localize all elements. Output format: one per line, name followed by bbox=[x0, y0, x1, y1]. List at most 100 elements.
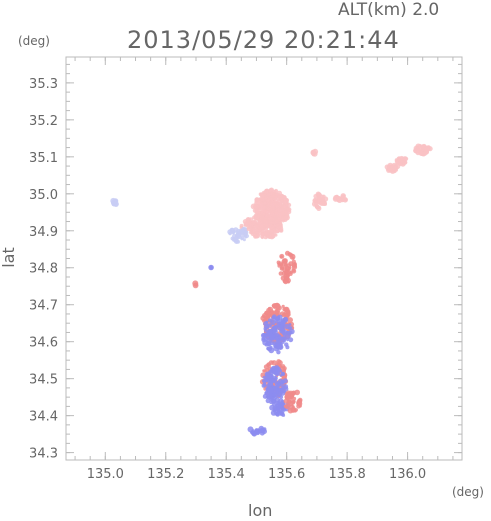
data-point bbox=[277, 203, 282, 208]
data-point bbox=[251, 219, 257, 226]
data-point bbox=[285, 345, 290, 350]
data-point bbox=[267, 323, 272, 328]
chart-title: 2013/05/29 20:21:44 bbox=[127, 26, 400, 54]
x-tick-label: 136.0 bbox=[389, 467, 426, 482]
data-point bbox=[313, 194, 319, 199]
data-point bbox=[287, 317, 293, 323]
data-point bbox=[267, 222, 273, 229]
data-point bbox=[261, 336, 265, 341]
data-point bbox=[260, 236, 264, 240]
data-point bbox=[286, 273, 290, 277]
data-point bbox=[289, 326, 293, 330]
data-point bbox=[274, 209, 278, 213]
data-point bbox=[274, 302, 281, 309]
data-point bbox=[277, 195, 283, 200]
data-point bbox=[264, 391, 268, 395]
data-point bbox=[283, 404, 287, 408]
data-point bbox=[266, 314, 271, 319]
y-tick-label: 34.8 bbox=[29, 262, 58, 277]
data-point bbox=[277, 405, 283, 411]
x-tick-label: 135.4 bbox=[208, 467, 245, 482]
data-point bbox=[296, 398, 303, 404]
data-point bbox=[271, 369, 276, 374]
data-point bbox=[280, 320, 286, 326]
data-point bbox=[311, 150, 316, 155]
data-point bbox=[262, 375, 266, 379]
data-point bbox=[260, 209, 266, 216]
data-point bbox=[281, 330, 286, 336]
y-tick-label: 34.4 bbox=[29, 410, 58, 425]
data-point bbox=[271, 334, 275, 339]
data-point bbox=[286, 338, 289, 342]
data-point bbox=[420, 151, 426, 156]
data-point bbox=[423, 147, 427, 152]
data-point bbox=[283, 211, 287, 214]
data-point bbox=[269, 404, 275, 411]
y-tick-label: 34.5 bbox=[29, 373, 58, 388]
data-point bbox=[274, 370, 281, 377]
data-point bbox=[267, 207, 273, 212]
data-point bbox=[286, 209, 292, 215]
data-point bbox=[285, 250, 290, 256]
data-point bbox=[263, 321, 269, 327]
data-point bbox=[275, 413, 280, 417]
data-point bbox=[253, 204, 259, 209]
x-axis-unit: (deg) bbox=[452, 485, 484, 499]
data-point bbox=[262, 369, 266, 373]
data-point bbox=[278, 271, 284, 276]
data-point bbox=[291, 264, 298, 270]
data-point bbox=[272, 195, 278, 201]
data-point bbox=[281, 258, 288, 264]
data-point bbox=[283, 317, 288, 321]
data-point bbox=[283, 306, 289, 313]
data-point bbox=[282, 406, 285, 410]
data-point bbox=[276, 316, 281, 320]
data-point bbox=[280, 388, 283, 391]
data-point bbox=[273, 396, 277, 400]
data-point bbox=[264, 189, 269, 195]
data-point bbox=[282, 366, 287, 371]
data-point bbox=[263, 217, 269, 223]
data-point bbox=[284, 392, 290, 397]
data-point bbox=[274, 343, 278, 347]
data-point bbox=[272, 218, 276, 222]
data-point bbox=[288, 323, 292, 326]
data-point bbox=[388, 168, 393, 173]
axes: 135.0 135.2 135.4 135.6 135.8 136.0 34.3 34.4 34… bbox=[29, 57, 462, 482]
data-point bbox=[237, 233, 242, 238]
data-point bbox=[270, 319, 276, 326]
altitude-label: ALT(km) 2.0 bbox=[338, 0, 440, 20]
y-tick-label: 34.6 bbox=[29, 336, 58, 351]
data-point bbox=[261, 232, 265, 236]
data-point bbox=[240, 237, 244, 241]
data-point bbox=[398, 155, 405, 162]
data-point bbox=[276, 350, 281, 355]
data-point bbox=[277, 207, 282, 213]
data-point bbox=[274, 217, 279, 222]
data-point bbox=[230, 236, 235, 241]
data-point bbox=[336, 196, 341, 201]
x-tick-label: 135.6 bbox=[268, 467, 305, 482]
data-point bbox=[279, 253, 285, 259]
data-point bbox=[267, 393, 273, 399]
y-tick-label: 34.7 bbox=[29, 299, 58, 314]
data-point bbox=[269, 202, 273, 206]
data-point bbox=[261, 207, 265, 211]
data-point bbox=[288, 337, 294, 343]
data-points bbox=[110, 143, 433, 437]
y-tick-label: 35.0 bbox=[29, 188, 58, 203]
data-point bbox=[269, 229, 273, 234]
data-point bbox=[404, 156, 409, 161]
data-point bbox=[289, 330, 293, 335]
data-point bbox=[290, 407, 296, 413]
data-point bbox=[264, 311, 268, 315]
data-point bbox=[284, 323, 290, 330]
data-point bbox=[274, 376, 278, 381]
data-point bbox=[281, 304, 285, 308]
data-point bbox=[266, 346, 272, 352]
plot-frame bbox=[65, 56, 463, 461]
data-point bbox=[271, 360, 275, 364]
data-point bbox=[413, 146, 418, 151]
data-point bbox=[291, 400, 295, 405]
data-point bbox=[258, 222, 261, 226]
